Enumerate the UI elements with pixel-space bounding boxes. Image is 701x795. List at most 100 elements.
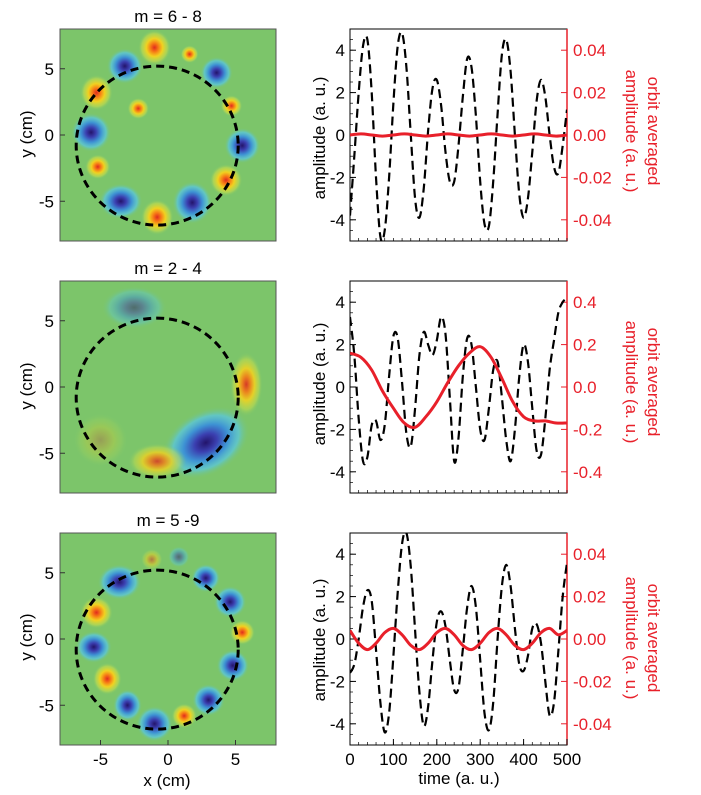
- positive-lobe: [180, 45, 199, 64]
- series-group: [350, 533, 567, 734]
- right-axis-label-line1: orbit averaged: [644, 584, 663, 693]
- right-axis-label-line2: amplitude (a. u.): [622, 70, 641, 193]
- y-tick-label: 4: [336, 545, 345, 564]
- y-axis-label: y (cm): [17, 362, 36, 409]
- positive-lobe: [127, 97, 150, 120]
- orbit-averaged-series-line: [350, 132, 567, 138]
- y2-tick-label: 0.00: [573, 126, 606, 145]
- negative-lobe: [224, 127, 261, 164]
- positive-lobe: [128, 443, 187, 480]
- y2-tick-label: 0.4: [573, 293, 597, 312]
- y-tick-label: -5: [39, 444, 54, 463]
- positive-lobe: [85, 154, 111, 180]
- y-tick-label: 2: [336, 588, 345, 607]
- x-tick-label: 0: [345, 750, 354, 769]
- plot-frame: [349, 280, 568, 494]
- y-tick-label: -4: [330, 211, 345, 230]
- right-axis-label-line1: orbit averaged: [644, 328, 663, 437]
- y-axis-label: amplitude (a. u.): [310, 579, 329, 702]
- y2-tick-label: -0.4: [573, 463, 602, 482]
- mode-lobes: [75, 546, 256, 742]
- y-tick-label: -2: [330, 420, 345, 439]
- y-tick-label: 0: [336, 378, 345, 397]
- y2-tick-label: 0.2: [573, 336, 597, 355]
- positive-lobe: [73, 413, 128, 467]
- orbit-averaged-series-line: [350, 345, 567, 430]
- y-tick-label: -5: [39, 696, 54, 715]
- positive-lobe: [92, 662, 122, 695]
- y2-tick-label: 0.04: [573, 545, 606, 564]
- heatmap-title: m = 6 - 8: [134, 7, 202, 26]
- negative-lobe: [75, 630, 112, 664]
- x-axis-label: time (a. u.): [418, 769, 499, 788]
- y2-tick-label: 0.0: [573, 378, 597, 397]
- y-axis-label: amplitude (a. u.): [310, 77, 329, 200]
- x-tick-label: 300: [466, 750, 494, 769]
- y2-tick-label: -0.04: [573, 715, 612, 734]
- y-tick-label: -4: [330, 715, 345, 734]
- y2-tick-label: -0.02: [573, 672, 612, 691]
- positive-lobe: [140, 199, 174, 236]
- negative-lobe: [167, 546, 190, 568]
- y2-tick-label: 0.02: [573, 84, 606, 103]
- positive-lobe: [138, 29, 171, 66]
- y-tick-label: 0: [45, 378, 54, 397]
- positive-lobe: [140, 548, 163, 571]
- negative-lobe: [97, 564, 142, 600]
- negative-lobe: [213, 585, 247, 618]
- orbit-circle: [74, 568, 240, 731]
- y-tick-label: 5: [45, 60, 54, 79]
- y-tick-label: 0: [336, 630, 345, 649]
- y-tick-label: 4: [336, 41, 345, 60]
- line-panel-3: amplitude (a. u.) orbit averagedamplitude…: [310, 532, 663, 788]
- negative-lobe: [192, 683, 225, 717]
- x-tick-label: -5: [93, 750, 108, 769]
- y-tick-label: 4: [336, 293, 345, 312]
- x-axis-label: x (cm): [143, 771, 190, 790]
- x-tick-label: 500: [553, 750, 581, 769]
- negative-lobe: [216, 649, 250, 682]
- mode-lobes: [73, 286, 263, 480]
- negative-lobe: [191, 563, 221, 593]
- y-tick-label: 2: [336, 84, 345, 103]
- heatmap-panel-1: m = 6 - 8 y (cm) -5 0 5: [17, 7, 277, 242]
- positive-lobe: [209, 163, 243, 197]
- y-tick-label: -2: [330, 672, 345, 691]
- y-tick-label: 0: [45, 126, 54, 145]
- x-tick-label: 100: [379, 750, 407, 769]
- positive-lobe: [80, 74, 113, 111]
- x-tick-label: 0: [163, 750, 172, 769]
- right-axis-label-line2: amplitude (a. u.): [622, 321, 641, 444]
- orbit-circle: [74, 316, 240, 479]
- x-tick-label: 400: [509, 750, 537, 769]
- x-tick-label: 5: [231, 750, 240, 769]
- x-tick-label: 200: [423, 750, 451, 769]
- y-tick-label: 5: [45, 564, 54, 583]
- y-tick-label: -4: [330, 463, 345, 482]
- series-group: [350, 297, 567, 466]
- y-tick-label: 2: [336, 336, 345, 355]
- positive-lobe: [220, 95, 243, 117]
- positive-lobe: [229, 352, 263, 417]
- orbit-circle: [74, 64, 240, 227]
- negative-lobe: [136, 705, 173, 742]
- y2-tick-label: -0.2: [573, 420, 602, 439]
- heatmap-panel-2: m = 2 - 4 y (cm) -5 0 5: [17, 259, 277, 494]
- amplitude-series-line: [350, 533, 567, 734]
- series-group: [350, 30, 567, 241]
- y2-tick-label: 0.04: [573, 41, 606, 60]
- y-tick-label: -5: [39, 192, 54, 211]
- negative-lobe: [200, 56, 234, 89]
- y2-tick-label: -0.04: [573, 211, 612, 230]
- y2-tick-label: -0.02: [573, 168, 612, 187]
- line-panel-2: amplitude (a. u.) orbit averagedamplitude…: [310, 280, 663, 494]
- heatmap-title: m = 5 -9: [137, 511, 200, 530]
- y-axis-label: amplitude (a. u.): [310, 323, 329, 446]
- negative-lobe: [98, 183, 143, 220]
- negative-lobe: [172, 181, 213, 225]
- positive-lobe: [80, 596, 113, 629]
- line-panel-1: amplitude (a. u.) orbit averagedamplitude…: [310, 28, 663, 242]
- heatmap-title: m = 2 - 4: [134, 259, 202, 278]
- amplitude-series-line: [350, 297, 567, 466]
